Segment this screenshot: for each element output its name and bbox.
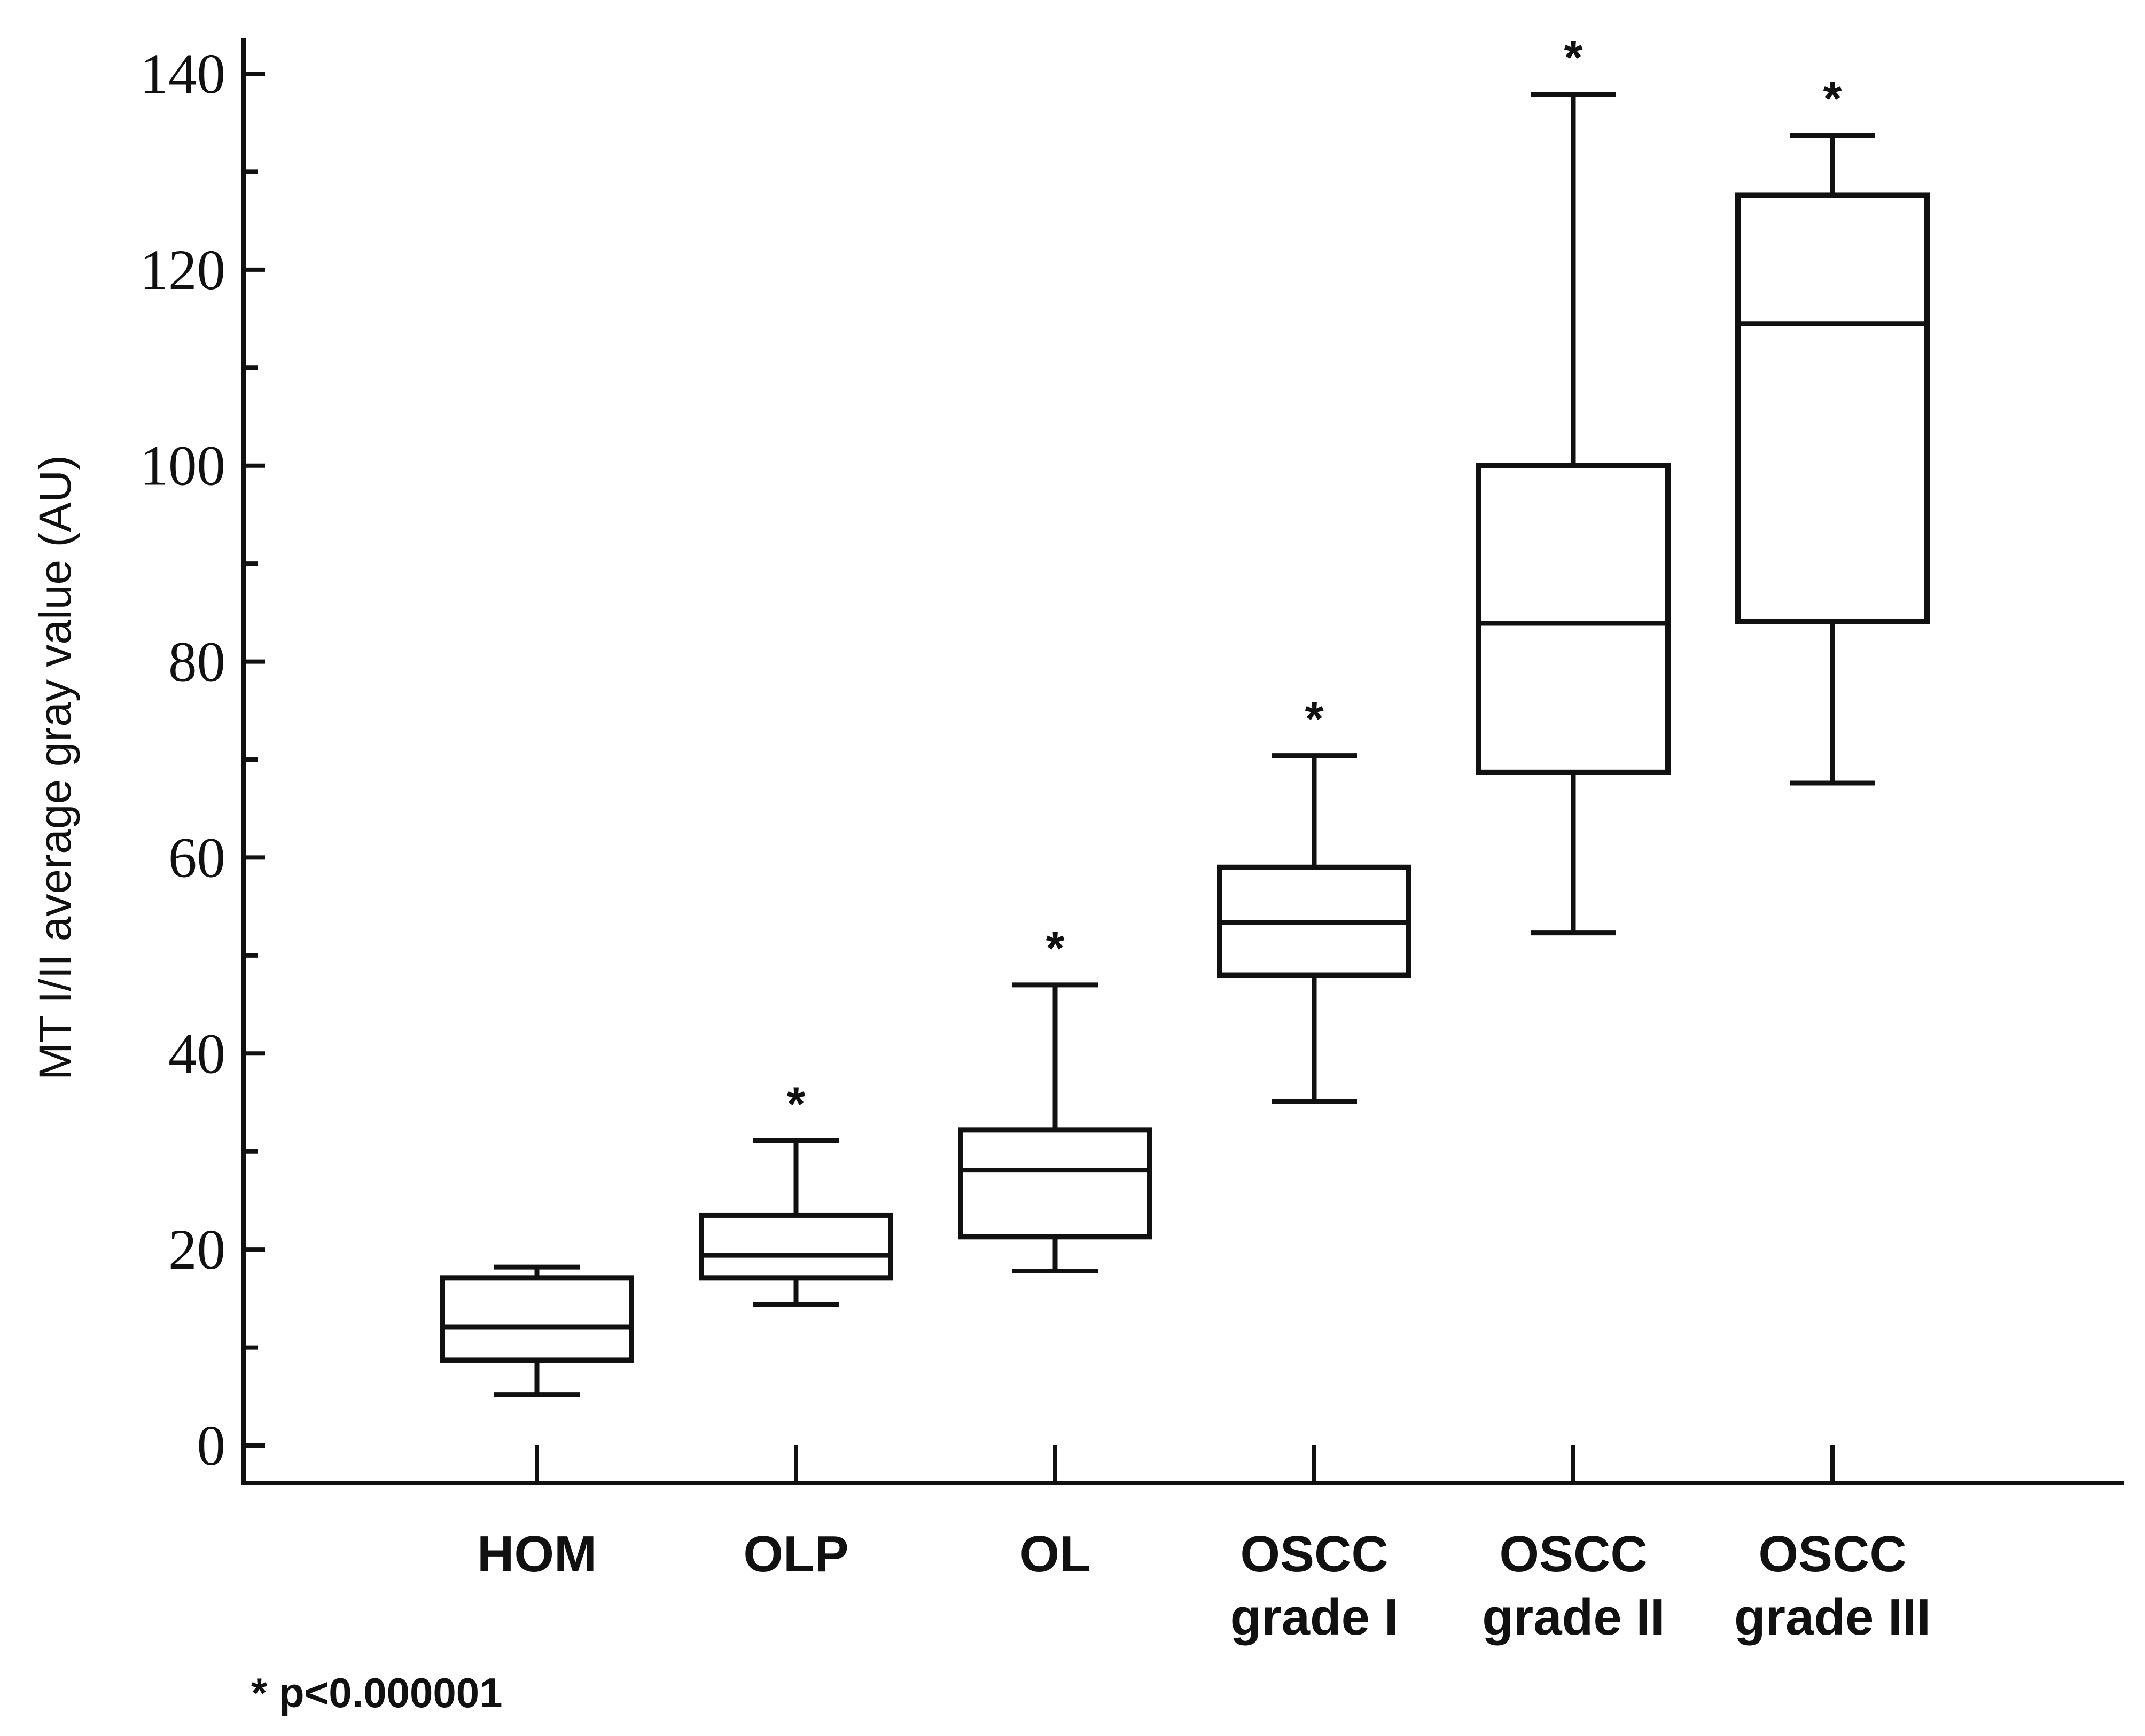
significance-footnote: * p<0.000001 (251, 1669, 503, 1716)
boxes: * * * * * (440, 32, 1930, 1397)
y-tick-label: 80 (168, 631, 225, 694)
box-group (440, 1264, 634, 1397)
x-category-label: OL (1019, 1526, 1090, 1583)
x-category-label: grade I (1230, 1589, 1399, 1646)
significance-mark: * (786, 1078, 805, 1131)
y-tick-label: 60 (168, 826, 225, 889)
x-category-label: HOM (477, 1526, 597, 1583)
y-tick-label: 0 (197, 1414, 226, 1477)
y-tick-label: 40 (168, 1022, 225, 1085)
y-tick-label: 20 (168, 1218, 225, 1281)
x-category-label: grade III (1734, 1589, 1931, 1646)
x-category-label: OLP (743, 1526, 848, 1583)
x-axis-labels: HOM OLP OL OSCC grade I OSCC grade II OSCC grade… (477, 1445, 1931, 1646)
x-category-label: OSCC (1758, 1526, 1906, 1583)
x-category-label: OSCC (1240, 1526, 1388, 1583)
y-tick-label: 140 (140, 43, 226, 106)
significance-mark: * (1305, 693, 1323, 746)
iqr-box (958, 1127, 1152, 1240)
x-category-label: OSCC (1499, 1526, 1647, 1583)
significance-mark: * (1564, 32, 1582, 85)
y-tick-label: 100 (140, 435, 226, 498)
y-axis-label: MT I/II average gray value (AU) (30, 455, 80, 1080)
box-group: * (958, 922, 1152, 1273)
box-group: * (1476, 32, 1671, 936)
box-group: * (699, 1078, 893, 1307)
box-group: * (1735, 73, 1930, 786)
iqr-box (699, 1212, 893, 1281)
iqr-box (440, 1275, 634, 1363)
y-tick-label: 120 (140, 239, 226, 302)
significance-mark: * (1046, 922, 1064, 975)
x-category-label: grade II (1482, 1589, 1664, 1646)
y-ticks: 0 20 40 60 80 100 120 140 (140, 43, 265, 1477)
iqr-box (1735, 192, 1930, 624)
box-group: * (1217, 693, 1411, 1104)
iqr-box (1476, 463, 1671, 775)
significance-mark: * (1823, 73, 1842, 126)
